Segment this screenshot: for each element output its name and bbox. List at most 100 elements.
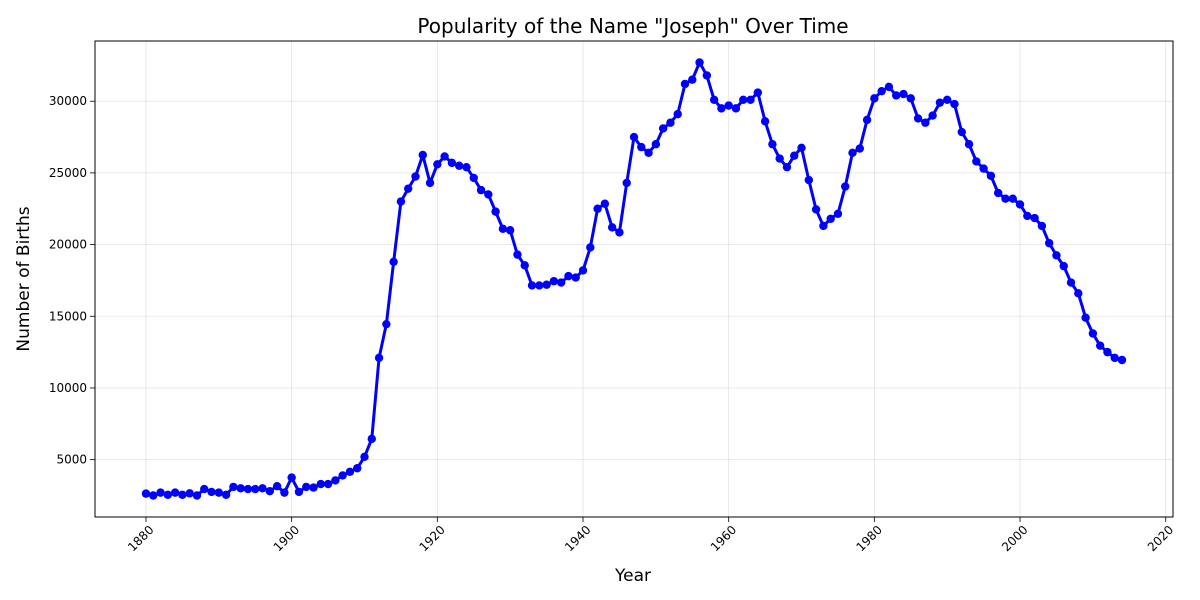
data-point: [622, 178, 631, 188]
data-point: [1103, 347, 1112, 357]
data-point: [702, 71, 712, 80]
data-point: [280, 488, 289, 497]
data-point: [862, 115, 872, 125]
data-point: [644, 148, 653, 158]
series-line: [145, 61, 1123, 497]
data-point: [768, 140, 777, 149]
data-point: [556, 278, 566, 287]
data-point: [790, 151, 799, 160]
data-point: [913, 114, 923, 123]
data-point: [673, 109, 682, 119]
data-point: [491, 207, 500, 216]
data-point: [418, 150, 427, 160]
data-point: [877, 86, 886, 96]
data-point: [921, 118, 930, 127]
data-point: [1088, 329, 1098, 338]
data-point: [731, 104, 741, 113]
y-tick-label: 20000: [49, 238, 87, 252]
data-point: [221, 490, 231, 499]
data-point: [542, 280, 551, 289]
data-point: [739, 95, 748, 104]
grid: [95, 41, 1173, 517]
x-tick-label: 1880: [125, 523, 156, 554]
x-tick-label: 1980: [853, 523, 884, 554]
data-point: [513, 250, 522, 259]
data-point: [454, 161, 464, 170]
data-point: [411, 172, 420, 181]
data-point: [1030, 213, 1039, 223]
x-tick-label: 1940: [562, 523, 593, 554]
data-point: [243, 484, 253, 494]
data-point: [578, 266, 588, 275]
data-point: [367, 434, 376, 444]
data-point: [185, 489, 194, 498]
data-point: [1001, 194, 1010, 203]
data-point: [469, 173, 478, 183]
data-point: [425, 178, 435, 188]
data-point: [709, 95, 719, 104]
chart-title: Popularity of the Name "Joseph" Over Tim…: [417, 14, 848, 38]
data-point: [950, 99, 959, 109]
data-point: [615, 228, 624, 237]
data-point: [192, 491, 202, 500]
data-point: [1066, 278, 1076, 287]
data-point: [265, 486, 275, 496]
data-point: [1110, 353, 1119, 363]
data-point: [972, 157, 981, 166]
y-axis-label: Number of Births: [14, 206, 34, 351]
data-point: [724, 101, 733, 110]
data-point: [1008, 194, 1017, 203]
data-point: [600, 199, 610, 208]
data-point: [964, 140, 974, 149]
data-point: [607, 223, 617, 232]
data-point: [236, 484, 245, 493]
y-tick-label: 10000: [49, 381, 87, 395]
data-point: [1074, 289, 1083, 298]
data-point: [272, 481, 282, 491]
data-point: [535, 281, 544, 290]
series-layer: [141, 58, 1127, 500]
data-point: [651, 140, 661, 149]
x-axis-label: Year: [614, 566, 651, 586]
data-point: [338, 471, 347, 480]
data-point: [156, 488, 165, 497]
data-point: [520, 261, 529, 270]
data-point: [433, 160, 442, 169]
x-tick-label: 1960: [708, 523, 739, 554]
data-point: [170, 488, 180, 497]
data-point: [287, 473, 296, 482]
data-point: [200, 484, 209, 494]
data-point: [586, 243, 595, 252]
data-point: [1023, 211, 1032, 221]
data-point: [462, 162, 471, 172]
data-point: [1095, 341, 1105, 350]
x-tick-label: 1920: [416, 523, 447, 554]
data-point: [498, 224, 508, 234]
data-point: [892, 91, 901, 100]
data-point: [316, 479, 325, 489]
data-point: [309, 483, 318, 492]
data-point: [906, 94, 915, 103]
data-point: [717, 104, 726, 113]
data-point: [870, 94, 879, 103]
data-point: [819, 221, 828, 231]
data-point: [447, 158, 457, 168]
data-point: [404, 184, 413, 193]
data-point: [505, 226, 515, 235]
data-point: [389, 257, 398, 266]
data-point: [1037, 221, 1047, 231]
data-point: [666, 118, 675, 127]
data-point: [323, 479, 333, 489]
data-point: [993, 188, 1003, 198]
data-point: [593, 204, 602, 213]
data-point: [1117, 355, 1127, 365]
data-point: [1081, 313, 1090, 322]
data-point: [571, 273, 580, 282]
data-point: [688, 75, 697, 84]
data-point: [149, 491, 158, 500]
x-axis: 1880 1900 1920 1940 1960 1980 2000 2020: [125, 517, 1176, 554]
data-point: [163, 490, 173, 499]
y-axis: 5000 10000 15000 20000 25000 30000: [49, 94, 95, 467]
data-point: [440, 152, 449, 161]
data-point: [775, 154, 784, 163]
